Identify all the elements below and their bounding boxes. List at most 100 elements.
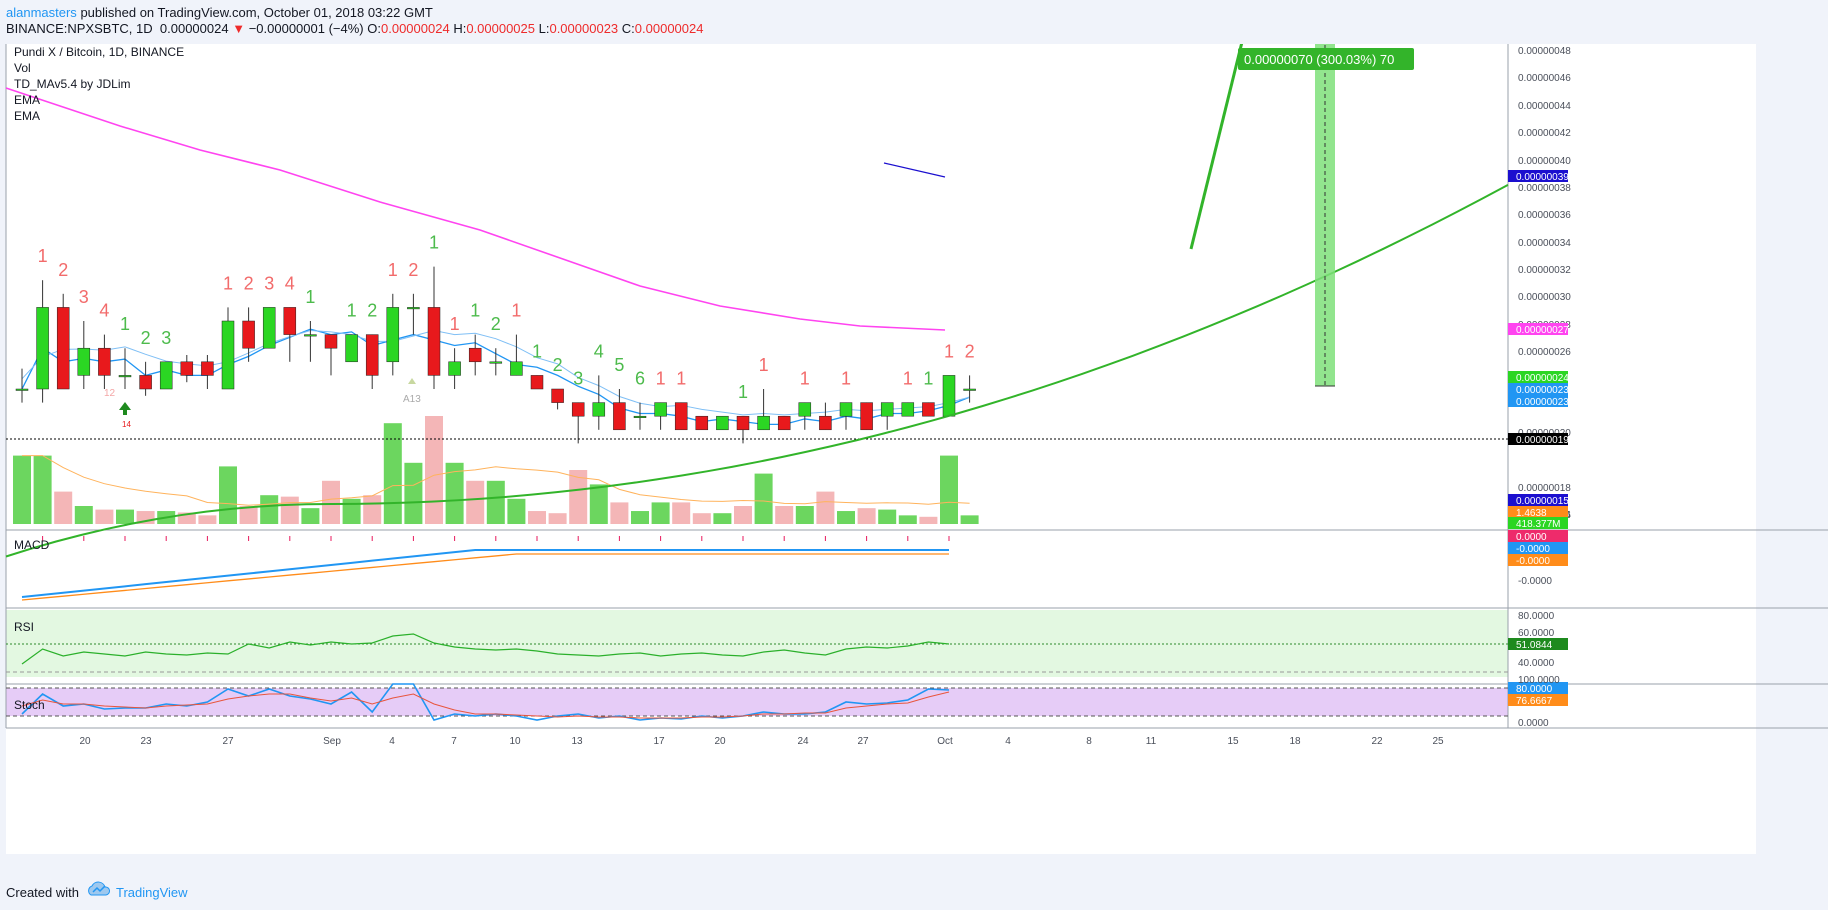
- candle-body: [736, 415, 750, 431]
- volume-bar: [692, 513, 711, 524]
- parabolic-curve: [5, 183, 1509, 558]
- volume-bar: [342, 498, 361, 524]
- candle-body: [242, 320, 255, 349]
- td-count-label: 1: [656, 369, 666, 389]
- td-count-label: 4: [99, 301, 109, 321]
- candle-body: [448, 361, 461, 376]
- candle-body: [757, 415, 770, 431]
- price-tag: [1508, 517, 1568, 529]
- volume-bar: [878, 509, 897, 524]
- candle-body: [56, 307, 70, 390]
- price-tick-label: 0.00000030: [1518, 292, 1571, 303]
- small-count-label: 12: [104, 388, 116, 399]
- price-tag-value: 1.4638: [1516, 508, 1547, 519]
- td-count-label: 3: [573, 369, 583, 389]
- volume-bar: [177, 512, 196, 524]
- time-tick-label: 22: [1371, 736, 1383, 747]
- volume-bar: [95, 509, 114, 524]
- td-count-label: 3: [79, 287, 89, 307]
- price-tick-label: 0.00000046: [1518, 73, 1571, 84]
- candle-body: [180, 361, 194, 376]
- price-tag: [1508, 494, 1568, 506]
- candle-body: [551, 388, 564, 403]
- price-tag-value: 0.00000024: [1516, 373, 1569, 384]
- time-tick-label: 11: [1146, 736, 1157, 747]
- td-count-label: 1: [388, 260, 398, 280]
- legend-vol: Vol: [14, 61, 31, 75]
- volume-bar: [486, 480, 505, 524]
- close-label: C:: [621, 21, 635, 36]
- volume-bar: [528, 511, 546, 524]
- td-count-label: 1: [120, 314, 130, 334]
- volume-bar: [631, 511, 649, 524]
- rsi-pane-bg: [6, 610, 1508, 677]
- created-with-text: Created with: [6, 885, 79, 900]
- volume-ma-line: [22, 455, 970, 506]
- volume-bar: [445, 462, 464, 524]
- volume-bar: [13, 455, 31, 524]
- author-link[interactable]: alanmasters: [6, 5, 77, 20]
- price-tag: [1508, 371, 1568, 383]
- candle-body: [36, 307, 49, 390]
- candle-body: [901, 402, 915, 417]
- price-tick-label: 0.00000048: [1518, 46, 1571, 57]
- time-tick-label: 4: [1005, 736, 1011, 747]
- candle-body: [819, 415, 832, 431]
- candle-body: [324, 334, 338, 349]
- volume-bar: [74, 506, 93, 524]
- candle-body: [571, 402, 585, 417]
- td-count-label: 5: [614, 355, 624, 375]
- macd-line: [21, 549, 949, 598]
- projection-line: [1189, 44, 1244, 250]
- candle-body: [922, 402, 935, 417]
- td-count-label: 1: [532, 341, 542, 361]
- price-tick-label: 0.00000034: [1518, 238, 1571, 249]
- low-value: 0.00000023: [549, 21, 619, 36]
- candle-body: [839, 402, 853, 417]
- rsi-tick-label: 60.0000: [1518, 628, 1555, 639]
- time-tick-label: 10: [509, 736, 521, 747]
- volume-bar: [260, 495, 279, 524]
- tradingview-cloud-icon: [86, 881, 112, 900]
- volume-bar: [239, 506, 258, 524]
- volume-bar: [610, 502, 629, 524]
- volume-bar: [672, 502, 691, 524]
- rsi-tick-label: 80.0000: [1518, 611, 1555, 622]
- time-tick-label: 27: [222, 736, 234, 747]
- candle-body: [798, 402, 812, 417]
- rsi-label: RSI: [14, 620, 34, 634]
- price-tick-label: 0.00000040: [1518, 156, 1571, 167]
- time-tick-label: 20: [714, 736, 726, 747]
- td-count-label: 1: [223, 273, 233, 293]
- legend-ema-2: EMA: [14, 109, 40, 123]
- td-count-label: 2: [408, 260, 418, 280]
- candle-body: [942, 375, 956, 417]
- stoch-d-line: [21, 691, 950, 719]
- legend-ema-1: EMA: [14, 93, 40, 107]
- down-arrow-icon: ▼: [232, 21, 246, 36]
- candle-body: [77, 347, 91, 376]
- chart-area[interactable]: 1 2 3 4 1 2 3 1 2 3 4 1 1 2 1 2 1 1 1 2 1 1 2 3 4 5 6 1 1 1 1 1 1 1 1 1 2 12 1…: [0, 44, 1828, 864]
- price-tag-value: 0.00000039: [1516, 172, 1569, 183]
- volume-bar: [322, 480, 340, 524]
- price-tick-label: 0.00000036: [1518, 210, 1571, 221]
- price-tag-value: 0.00000019: [1516, 435, 1569, 446]
- time-tick-label: 24: [797, 736, 809, 747]
- candle-body: [283, 307, 297, 335]
- stoch-label: Stoch: [14, 698, 45, 712]
- legend-td-ma: TD_MAv5.4 by JDLim: [14, 77, 130, 91]
- candle-body: [654, 402, 667, 417]
- small-count-label: 14: [122, 420, 131, 429]
- tradingview-link[interactable]: TradingView: [116, 885, 188, 900]
- candle-body: [407, 307, 420, 310]
- candle-body: [860, 402, 873, 431]
- rsi-tick-label: 40.0000: [1518, 658, 1555, 669]
- price-tag: [1508, 395, 1568, 407]
- td-count-label: 1: [759, 355, 769, 375]
- volume-bar: [651, 502, 670, 524]
- candle-body: [963, 388, 976, 391]
- candle-body: [304, 334, 317, 337]
- stoch-k-value: 80.0000: [1516, 684, 1553, 695]
- price-tag: [1508, 506, 1568, 518]
